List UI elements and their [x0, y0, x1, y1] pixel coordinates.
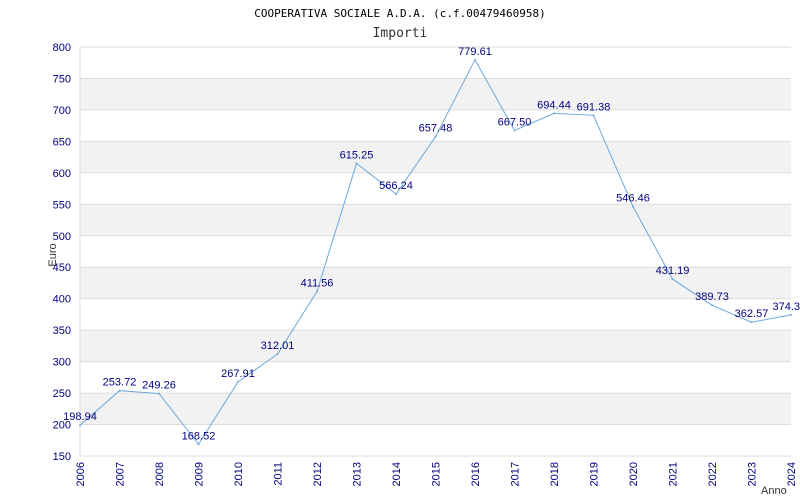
y-tick-label: 400: [53, 294, 71, 306]
data-label: 411.56: [301, 277, 334, 289]
data-label: 374.3: [772, 301, 800, 313]
band: [80, 393, 791, 425]
x-tick-label: 2012: [312, 462, 324, 486]
band: [80, 424, 791, 456]
data-point: [158, 392, 160, 395]
data-label: 566.24: [379, 180, 413, 192]
x-axis-label: Anno: [761, 485, 787, 497]
data-label: 253.72: [103, 377, 137, 389]
band: [80, 172, 791, 205]
y-tick-label: 200: [53, 420, 71, 432]
data-label: 389.73: [695, 291, 729, 303]
x-tick-label: 2019: [589, 462, 601, 486]
data-label: 546.46: [616, 193, 650, 205]
data-point: [276, 353, 279, 356]
y-tick-label: 650: [53, 136, 71, 148]
y-tick-label: 800: [53, 42, 71, 54]
data-point: [434, 135, 437, 138]
data-point: [592, 114, 595, 117]
x-tick-label: 2016: [470, 462, 482, 486]
y-tick-label: 250: [53, 388, 71, 400]
x-tick-label: 2006: [75, 462, 87, 486]
x-tick-label: 2017: [510, 462, 522, 486]
y-tick-label: 750: [53, 73, 71, 85]
x-tick-label: 2009: [194, 462, 206, 486]
data-point: [790, 313, 792, 316]
data-point: [474, 58, 476, 61]
data-label: 694.44: [537, 99, 571, 111]
x-tick-label: 2011: [273, 462, 285, 486]
data-point: [711, 304, 713, 307]
data-label: 168.52: [182, 430, 216, 442]
data-label: 779.61: [458, 46, 492, 58]
y-tick-label: 150: [53, 451, 71, 463]
y-tick-label: 700: [53, 105, 71, 117]
x-axis-ticks: 2006 2007 2008 2009 2010 2011 2012 2013 2014 2015…: [75, 462, 798, 486]
y-tick-label: 300: [53, 357, 71, 369]
gridlines: [79, 46, 791, 457]
x-tick-label: 2007: [115, 462, 127, 486]
x-tick-label: 2024: [786, 462, 798, 486]
data-point: [395, 193, 397, 196]
chart-subtitle: Importi: [373, 26, 428, 41]
band: [80, 141, 791, 173]
data-label: 198.94: [63, 411, 97, 423]
band: [80, 361, 791, 394]
y-axis-ticks: 150 200 250 300 350 400 450 500 550 600 650 700 750 8…: [53, 42, 71, 463]
data-labels: 198.94 253.72 249.26 168.52 267.91 312.01 411.…: [63, 46, 800, 446]
y-tick-label: 600: [53, 168, 71, 180]
y-tick-label: 350: [53, 325, 71, 337]
y-axis-label: Euro: [47, 243, 59, 266]
data-point: [513, 129, 516, 132]
data-point: [553, 112, 555, 115]
data-point: [316, 290, 318, 293]
x-tick-label: 2022: [707, 462, 719, 486]
background-bands: [80, 47, 791, 456]
x-tick-label: 2018: [549, 462, 561, 486]
y-tick-label: 500: [53, 231, 71, 243]
data-label: 267.91: [221, 368, 255, 380]
x-tick-label: 2010: [233, 462, 245, 486]
data-point: [118, 389, 121, 392]
x-tick-label: 2008: [154, 462, 166, 486]
data-point: [237, 380, 239, 383]
data-point: [355, 162, 358, 165]
data-label: 362.57: [735, 308, 769, 320]
chart-title: COOPERATIVA SOCIALE A.D.A. (c.f.00479460…: [254, 7, 545, 20]
y-tick-label: 450: [53, 262, 71, 274]
data-label: 249.26: [142, 380, 176, 392]
data-point: [671, 278, 674, 281]
data-point: [197, 443, 200, 446]
x-tick-label: 2023: [747, 462, 759, 486]
band: [80, 47, 791, 79]
data-label: 312.01: [261, 340, 295, 352]
band: [80, 267, 791, 299]
band: [80, 298, 791, 331]
y-tick-label: 550: [53, 199, 71, 211]
x-tick-label: 2014: [391, 462, 403, 486]
x-tick-label: 2021: [668, 462, 680, 486]
data-point: [750, 321, 753, 324]
data-label: 657.48: [419, 123, 453, 135]
band: [80, 235, 791, 268]
x-tick-label: 2020: [628, 462, 640, 486]
x-tick-label: 2013: [352, 462, 364, 486]
x-tick-label: 2015: [431, 462, 443, 486]
data-point: [632, 205, 634, 208]
data-label: 667.50: [498, 116, 532, 128]
data-label: 615.25: [340, 149, 374, 161]
band: [80, 330, 791, 362]
data-point: [79, 424, 81, 427]
band: [80, 78, 791, 110]
data-label: 691.38: [577, 101, 611, 113]
data-label: 431.19: [656, 265, 690, 277]
band: [80, 204, 791, 236]
